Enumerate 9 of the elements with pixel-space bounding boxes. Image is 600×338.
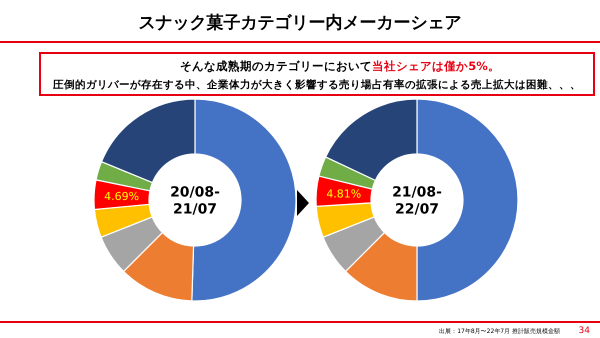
text: 20/08- 21/07 (170, 184, 220, 218)
text: 34 (578, 326, 590, 336)
data-label: 4.69% (104, 190, 140, 204)
data-label: 4.81% (326, 188, 362, 201)
chart-title: スナック菓子カテゴリー内メーカーシェア (138, 13, 462, 33)
text: 圧倒的ガリバーが存在する中、企業体力が大きく影響する売り場占有率の拡張による売上拡大は困難、、、 (52, 78, 581, 91)
text: 当社シェアは僅か5%。 (372, 59, 500, 73)
text: そんな成熟期のカテゴリーにおいて (180, 59, 372, 73)
text: 21/08- 22/07 (392, 184, 442, 218)
